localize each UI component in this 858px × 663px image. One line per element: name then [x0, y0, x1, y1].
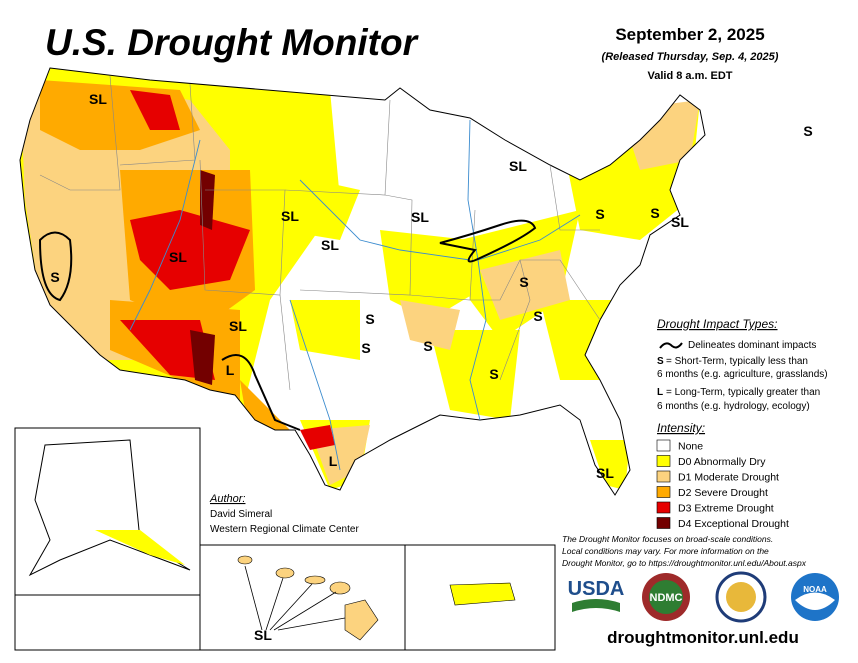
short-key: S — [657, 356, 664, 367]
drought-area — [270, 170, 360, 240]
legend-label: D3 Extreme Drought — [678, 503, 774, 515]
legend-label: D0 Abnormally Dry — [678, 456, 766, 468]
impact-label: SL — [411, 209, 429, 225]
legend-swatch — [656, 439, 671, 452]
long-line: = Long-Term, typically greater than — [666, 387, 820, 398]
drought-area — [300, 425, 335, 450]
drought-area — [380, 230, 480, 320]
drought-area — [200, 170, 215, 230]
impact-label: L — [226, 362, 235, 378]
impact-label: S — [595, 206, 604, 222]
alaska-islands-frame — [14, 594, 201, 651]
impact-label: S — [803, 123, 812, 139]
hawaii-frame — [199, 544, 406, 651]
released: (Released Thursday, Sep. 4, 2025) — [602, 51, 779, 63]
impact-label: SL — [509, 158, 527, 174]
impact-label: SL — [671, 214, 689, 230]
impact-label: SL — [229, 318, 247, 334]
legend-swatch — [656, 517, 671, 529]
ndmc-logo: NDMC — [642, 573, 690, 621]
impact-label: SL — [254, 627, 272, 643]
title: U.S. Drought Monitor — [45, 22, 420, 63]
disclaimer-line: Local conditions may vary. For more info… — [562, 546, 769, 556]
legend-label: D2 Severe Drought — [678, 487, 768, 499]
long-key: L — [657, 387, 663, 398]
impact-label: SL — [596, 465, 614, 481]
puerto-rico — [449, 582, 516, 606]
impact-label: S — [365, 311, 374, 327]
impact-label: SL — [321, 237, 339, 253]
impact-boundary — [221, 354, 301, 431]
legend-swatch — [656, 455, 671, 467]
legend-swatch — [656, 501, 671, 514]
hawaii — [237, 555, 379, 641]
logo-graphic — [572, 599, 620, 612]
drought-area — [290, 300, 360, 360]
delineates: Delineates dominant impacts — [688, 340, 816, 351]
impact-label: S — [50, 269, 59, 285]
alaska — [28, 439, 191, 577]
logo-gull — [795, 592, 835, 610]
intensity-heading: Intensity: — [657, 421, 705, 435]
impact-label: SL — [89, 91, 107, 107]
impact-label: L — [329, 453, 338, 469]
legend-swatch — [656, 486, 671, 498]
impact-label: S — [650, 205, 659, 221]
logo-text: NOAA — [803, 585, 827, 594]
drought-area — [480, 250, 570, 320]
impact-label: S — [519, 274, 528, 290]
logo-center — [726, 582, 756, 612]
legend: None D0 Abnormally Dry D1 Moderate Drought… — [656, 439, 789, 530]
impact-label: S — [489, 366, 498, 382]
drought-area — [130, 90, 180, 130]
author-heading: Author: — [209, 493, 245, 505]
noaa-logo: NOAA — [791, 573, 839, 621]
impact-boundary — [38, 231, 73, 302]
long-line: 6 months (e.g. hydrology, ecology) — [657, 401, 810, 412]
impact-label: S — [423, 338, 432, 354]
url[interactable]: droughtmonitor.unl.edu — [607, 628, 799, 647]
short-line: 6 months (e.g. agriculture, grasslands) — [657, 369, 828, 380]
author-name: David Simeral — [210, 509, 272, 520]
drought-area — [190, 330, 215, 385]
hawaii-pointers — [244, 565, 346, 631]
us-outline — [19, 67, 706, 496]
legend-label: D4 Exceptional Drought — [678, 518, 789, 530]
alaska-dry — [95, 530, 185, 565]
drought-areas — [20, 68, 700, 490]
valid-time: Valid 8 a.m. EDT — [648, 70, 733, 82]
logo-center — [649, 580, 683, 614]
author-org: Western Regional Climate Center — [210, 524, 359, 535]
drought-area — [130, 210, 250, 290]
logo-text: USDA — [568, 578, 625, 600]
drought-area — [590, 440, 630, 490]
disclaimer-line: The Drought Monitor focuses on broad-sca… — [562, 534, 773, 544]
legend-label: None — [678, 441, 703, 453]
legend-swatch — [656, 470, 671, 483]
short-line: = Short-Term, typically less than — [666, 356, 808, 367]
impact-line-symbol — [659, 342, 683, 349]
rivers — [129, 119, 581, 471]
date: September 2, 2025 — [615, 25, 764, 44]
drought-area — [400, 300, 460, 350]
impact-heading: Drought Impact Types: — [657, 317, 778, 331]
impact-boundary — [439, 219, 537, 263]
logo-text: NDMC — [650, 592, 683, 604]
impact-label: SL — [169, 249, 187, 265]
puerto-rico-frame — [404, 544, 556, 651]
disclaimer-line: Drought Monitor, go to https://droughtmo… — [562, 558, 807, 568]
legend-label: D1 Moderate Drought — [678, 472, 779, 484]
commerce-logo — [715, 571, 767, 623]
impact-label: SL — [281, 208, 299, 224]
impact-label: S — [533, 308, 542, 324]
drought-area — [430, 330, 520, 420]
usda-logo: USDA — [568, 578, 625, 612]
impact-label: S — [361, 340, 370, 356]
